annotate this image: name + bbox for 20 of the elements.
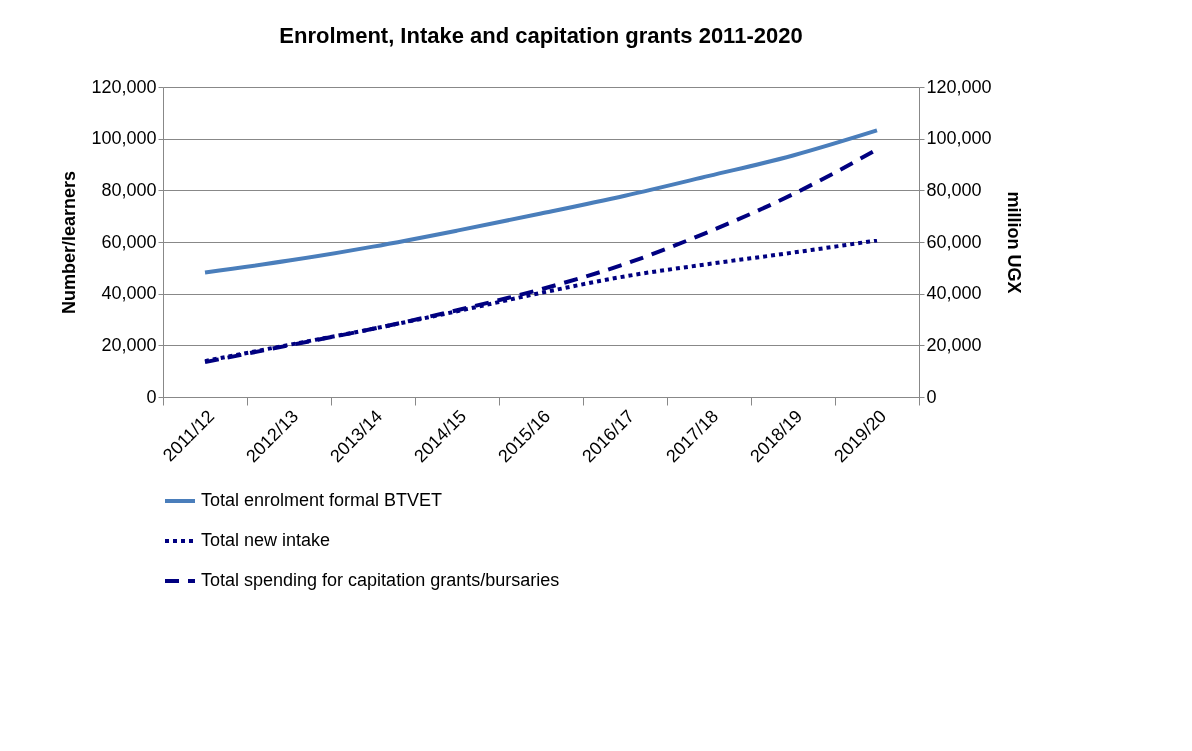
y2-tick-label: 20,000: [926, 334, 982, 355]
legend-label: Total enrolment formal BTVET: [201, 490, 443, 510]
legend-label: Total spending for capitation grants/bursaries: [201, 570, 560, 590]
y-tick-label: 120,000: [91, 76, 157, 97]
y2-tick-label: 100,000: [926, 128, 992, 149]
y-tick-label: 40,000: [101, 283, 157, 304]
y-tick-label: 20,000: [101, 334, 157, 355]
y2-tick-label: 40,000: [926, 283, 982, 304]
y-tick-label: 60,000: [101, 231, 157, 252]
y2-tick-label: 120,000: [926, 76, 992, 97]
y-tick-label: 100,000: [91, 128, 157, 149]
y2-axis-title: million UGX: [1003, 191, 1024, 294]
chart-title: Enrolment, Intake and capitation grants 2011-2020: [279, 23, 803, 48]
y-tick-label: 80,000: [101, 179, 157, 200]
y2-tick-label: 80,000: [926, 179, 982, 200]
y2-tick-label: 60,000: [926, 231, 982, 252]
y2-tick-label: 0: [926, 386, 937, 407]
legend-label: Total new intake: [201, 530, 331, 550]
y-axis-title: Number/learners: [59, 170, 80, 315]
y-tick-label: 0: [146, 386, 157, 407]
